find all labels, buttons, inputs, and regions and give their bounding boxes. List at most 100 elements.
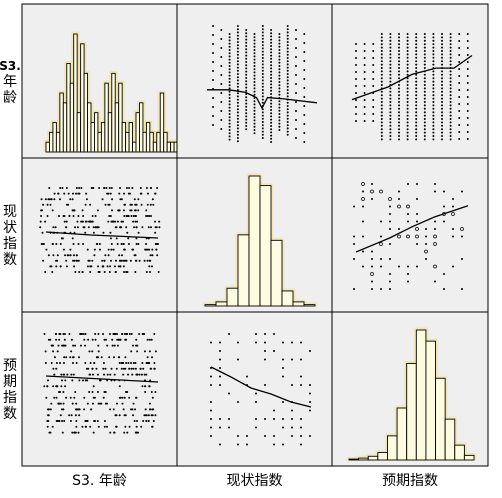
scatter-point [380,33,383,35]
scatter-point [219,341,221,344]
scatter-point [270,128,273,131]
scatter-point [245,86,248,89]
histogram-bar [406,362,417,461]
scatter-point [415,234,419,239]
scatter-point [132,220,135,223]
scatter-point [147,414,150,417]
scatter-point [134,215,137,217]
scatter-point [236,37,239,40]
scatter-point [51,243,54,245]
scatter-r1-c0 [39,187,161,273]
scatter-point [407,265,409,268]
scatter-point [309,350,311,352]
scatter-point [270,137,273,140]
scatter-point [84,203,87,206]
scatter-point [415,39,418,42]
scatter-point [228,74,231,77]
scatter-point [136,350,139,353]
scatter-point [466,61,469,63]
scatter-point [380,111,383,114]
scatter-point [63,356,66,359]
scatter-point [458,82,461,84]
scatter-point [432,101,435,103]
scatter-point [423,87,426,90]
scatter-point [389,135,392,137]
scatter-point [425,243,427,245]
scatter-point [245,80,248,83]
scatter-point [245,61,248,63]
scatter-point [85,367,88,370]
scatter-point [114,271,117,273]
scatter-point [423,56,426,59]
scatter-point [278,125,281,128]
scatter-point [73,396,76,399]
scatter-point [130,203,133,206]
panel-background [331,157,489,313]
scatter-point [253,45,256,48]
scatter-point [278,100,281,103]
scatter-point [398,198,400,200]
histogram-bar [135,112,140,153]
scatter-point [406,33,409,35]
scatter-point [380,36,383,39]
scatter-point [441,90,443,93]
scatter-point [423,124,426,127]
scatter-point [253,77,256,80]
scatter-point [236,25,239,27]
scatter-point [303,87,306,89]
scatter-point [132,215,135,217]
scatter-point [47,414,50,417]
scatter-point [147,362,150,364]
scatter-point [286,114,289,117]
scatter-point [449,73,452,76]
scatter-point [228,42,231,45]
scatter-point [125,226,128,229]
scatter-point [432,107,435,110]
scatter-point [406,87,409,90]
scatter-point [82,333,85,335]
scatter-point [132,248,135,251]
scatter-point [270,99,273,102]
scatter-point [389,243,391,245]
scatter-point [291,426,293,429]
scatter-point [102,367,105,370]
scatter-point [68,215,71,217]
scatter-point [133,209,136,212]
scatter-point [261,41,264,43]
scatter-point [362,190,364,193]
scatter-point [71,198,74,201]
scatter-point [71,402,74,405]
scatter-point [286,82,289,85]
scatter-point [398,114,400,117]
scatter-point [103,338,106,341]
scatter-point [432,63,435,66]
scatter-point [62,402,65,405]
scatter-point [406,70,409,73]
scatter-point [355,57,357,59]
scatter-point [74,391,77,393]
scatter-point [219,443,221,446]
scatter-point [255,401,257,403]
histogram-bar [87,102,92,153]
scatter-point [236,44,239,47]
scatter-point [415,128,418,131]
scatter-point [406,43,409,46]
scatter-point [441,94,443,97]
scatter-point [83,396,86,399]
scatter-point [441,87,443,90]
scatter-point [380,101,383,103]
scatter-point [441,77,443,80]
scatter-point [71,362,74,364]
scatter-point [389,67,392,69]
scatter-point [253,129,256,131]
scatter-point [72,254,75,257]
scatter-point [63,220,66,223]
scatter-point [84,379,87,382]
scatter-point [380,39,383,42]
scatter-point [120,333,123,335]
scatter-point [432,53,435,56]
scatter-point [236,127,239,130]
scatter-point [449,124,452,127]
scatter-point [406,84,409,86]
scatter-point [96,391,99,393]
